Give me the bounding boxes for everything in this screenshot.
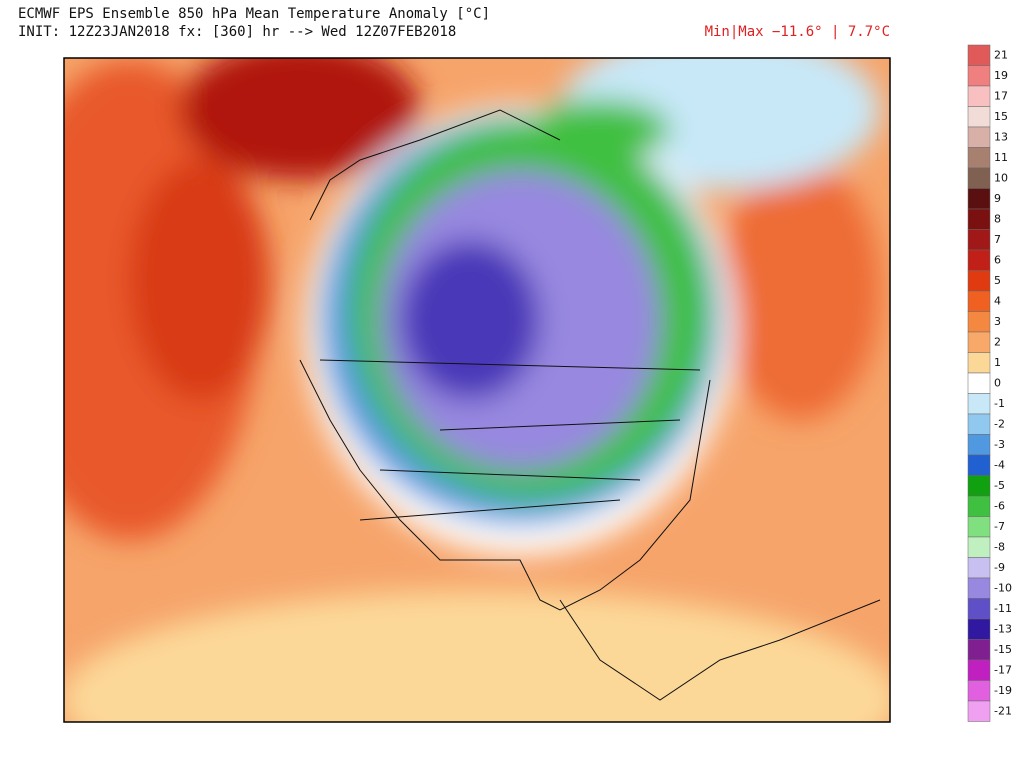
colorbar-swatch bbox=[967, 208, 991, 230]
min-max: Min|Max −11.6° | 7.7°C bbox=[705, 24, 890, 40]
colorbar-swatch bbox=[967, 700, 991, 722]
colorbar-swatch bbox=[967, 434, 991, 456]
colorbar-swatch bbox=[967, 577, 991, 599]
colorbar: 211917151311109876543210-1-2-3-4-5-6-7-8… bbox=[967, 44, 1012, 722]
colorbar-label: 10 bbox=[994, 171, 1008, 184]
colorbar-label: 8 bbox=[994, 212, 1001, 225]
colorbar-swatch bbox=[967, 393, 991, 415]
colorbar-swatch bbox=[967, 680, 991, 702]
colorbar-swatch bbox=[967, 290, 991, 312]
colorbar-swatch bbox=[967, 618, 991, 640]
colorbar-label: 0 bbox=[994, 376, 1001, 389]
colorbar-swatch bbox=[967, 352, 991, 374]
colorbar-swatch bbox=[967, 167, 991, 189]
colorbar-label: -13 bbox=[994, 622, 1012, 635]
colorbar-swatch bbox=[967, 536, 991, 558]
init-line: INIT: 12Z23JAN2018 fx: [360] hr --> Wed … bbox=[18, 24, 456, 40]
colorbar-swatch bbox=[967, 188, 991, 210]
colorbar-label: -3 bbox=[994, 438, 1005, 451]
colorbar-swatch bbox=[967, 44, 991, 66]
colorbar-swatch bbox=[967, 147, 991, 169]
colorbar-label: -6 bbox=[994, 499, 1005, 512]
colorbar-swatch bbox=[967, 331, 991, 353]
colorbar-label: 6 bbox=[994, 253, 1001, 266]
colorbar-label: -1 bbox=[994, 397, 1005, 410]
colorbar-swatch bbox=[967, 126, 991, 148]
colorbar-label: 19 bbox=[994, 69, 1008, 82]
colorbar-label: 1 bbox=[994, 356, 1001, 369]
colorbar-swatch bbox=[967, 311, 991, 333]
colorbar-label: 2 bbox=[994, 335, 1001, 348]
colorbar-label: -2 bbox=[994, 417, 1005, 430]
colorbar-swatch bbox=[967, 639, 991, 661]
colorbar-swatch bbox=[967, 598, 991, 620]
coastlines bbox=[299, 109, 881, 701]
colorbar-label: -17 bbox=[994, 663, 1012, 676]
colorbar-swatch bbox=[967, 557, 991, 579]
colorbar-swatch bbox=[967, 85, 991, 107]
colorbar-label: 7 bbox=[994, 233, 1001, 246]
colorbar-label: -9 bbox=[994, 561, 1005, 574]
colorbar-label: -21 bbox=[994, 704, 1012, 717]
colorbar-label: -4 bbox=[994, 458, 1005, 471]
colorbar-label: -7 bbox=[994, 520, 1005, 533]
colorbar-label: -5 bbox=[994, 479, 1005, 492]
colorbar-swatch bbox=[967, 270, 991, 292]
colorbar-label: 11 bbox=[994, 151, 1008, 164]
colorbar-label: 15 bbox=[994, 110, 1008, 123]
colorbar-label: -11 bbox=[994, 602, 1012, 615]
colorbar-label: 9 bbox=[994, 192, 1001, 205]
map-frame bbox=[63, 57, 891, 723]
colorbar-swatch bbox=[967, 106, 991, 128]
colorbar-swatch bbox=[967, 65, 991, 87]
colorbar-swatch bbox=[967, 659, 991, 681]
colorbar-swatch bbox=[967, 495, 991, 517]
colorbar-swatch bbox=[967, 229, 991, 251]
map bbox=[64, 58, 890, 722]
colorbar-swatch bbox=[967, 413, 991, 435]
colorbar-swatch bbox=[967, 249, 991, 271]
colorbar-swatch bbox=[967, 372, 991, 394]
title: ECMWF EPS Ensemble 850 hPa Mean Temperat… bbox=[18, 6, 490, 22]
colorbar-label: 13 bbox=[994, 130, 1008, 143]
colorbar-swatch bbox=[967, 475, 991, 497]
colorbar-swatch bbox=[967, 454, 991, 476]
colorbar-label: -10 bbox=[994, 581, 1012, 594]
colorbar-label: 4 bbox=[994, 294, 1001, 307]
colorbar-label: -15 bbox=[994, 643, 1012, 656]
colorbar-label: 3 bbox=[994, 315, 1001, 328]
colorbar-label: 17 bbox=[994, 89, 1008, 102]
colorbar-label: -8 bbox=[994, 540, 1005, 553]
colorbar-swatch bbox=[967, 516, 991, 538]
colorbar-label: 21 bbox=[994, 48, 1008, 61]
colorbar-label: -19 bbox=[994, 684, 1012, 697]
colorbar-label: 5 bbox=[994, 274, 1001, 287]
